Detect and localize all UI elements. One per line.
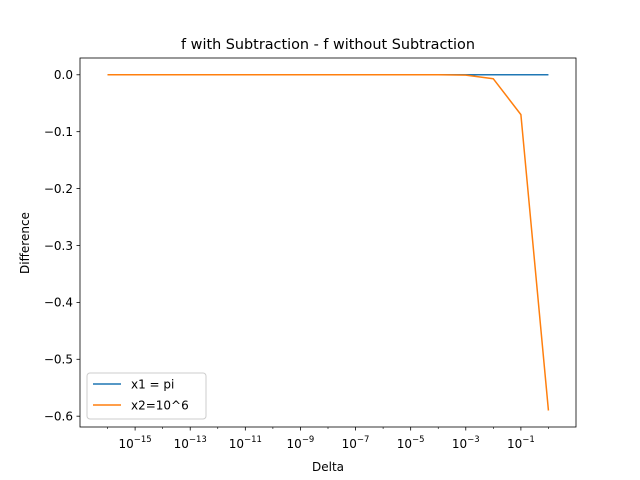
y-tick-label: −0.4	[44, 296, 73, 310]
series-lines	[107, 74, 550, 411]
x-tick-label-exponent: −1	[522, 435, 535, 445]
x-tick-label-exponent: −7	[357, 435, 370, 445]
legend: x1 = pi x2=10^6	[86, 372, 207, 420]
x-tick-label-base: 10	[229, 437, 244, 451]
x-axis-ticks: 10−15 10−13 10−11 10−9 10−7 10−5 10−3 10−1	[107, 427, 549, 451]
x-tick-label-exponent: −5	[412, 435, 425, 445]
y-tick-label: −0.6	[44, 409, 73, 423]
x-tick-label-base: 10	[287, 437, 302, 451]
x-tick-label-base: 10	[452, 437, 467, 451]
legend-label-2: x2=10^6	[131, 398, 189, 412]
x-tick-label: 10−13	[174, 435, 207, 451]
x-tick-label: 10−11	[229, 435, 262, 451]
x-tick-label: 10−5	[397, 435, 425, 451]
x-tick-label: 10−9	[287, 435, 315, 451]
x-tick-label-base: 10	[118, 437, 133, 451]
y-axis-ticks: 0.0 −0.1 −0.2 −0.3 −0.4 −0.5 −0.6	[44, 68, 80, 423]
x-tick-label-exponent: −13	[189, 435, 207, 445]
x-tick-label-exponent: −15	[134, 435, 152, 445]
y-tick-label: −0.3	[44, 239, 73, 253]
y-tick-label: −0.1	[44, 125, 73, 139]
x-tick-label-base: 10	[507, 437, 522, 451]
y-tick-label: −0.5	[44, 353, 73, 367]
x-tick-label-base: 10	[342, 437, 357, 451]
x-tick-label-base: 10	[174, 437, 189, 451]
y-tick-label: 0.0	[54, 68, 73, 82]
chart-title: f with Subtraction - f without Subtracti…	[181, 37, 475, 53]
x-tick-label: 10−15	[118, 435, 151, 451]
x-tick-label: 10−1	[507, 435, 535, 451]
y-axis-label: Difference	[18, 212, 32, 274]
x-axis-label: Delta	[312, 460, 344, 474]
x-tick-label-base: 10	[397, 437, 412, 451]
x-tick-label-exponent: −3	[467, 435, 480, 445]
x-tick-label: 10−7	[342, 435, 370, 451]
x-tick-label: 10−3	[452, 435, 480, 451]
y-tick-label: −0.2	[44, 182, 73, 196]
legend-label-1: x1 = pi	[131, 377, 174, 391]
series-line-2	[107, 74, 550, 411]
x-tick-label-exponent: −11	[244, 435, 262, 445]
x-tick-label-exponent: −9	[302, 435, 315, 445]
